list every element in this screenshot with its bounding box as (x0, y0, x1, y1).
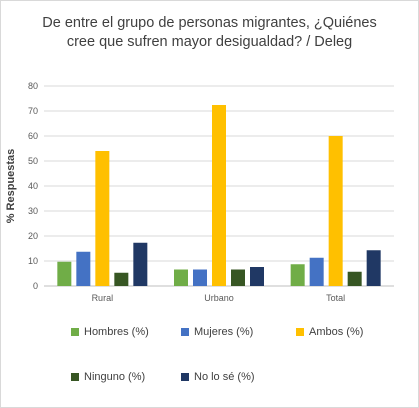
legend-label: Hombres (%) (84, 326, 149, 338)
y-tick-label: 20 (28, 231, 38, 241)
bar-urbano-1 (174, 269, 188, 286)
y-axis-label: % Respuestas (5, 149, 17, 224)
chart-title-line-1: De entre el grupo de personas migrantes,… (42, 15, 377, 31)
bar-rural-1 (57, 261, 72, 286)
chart-title-line-2: cree que sufren mayor desigualdad? / Del… (66, 34, 353, 50)
legend-label: Mujeres (%) (194, 326, 254, 338)
legend-swatch (71, 328, 79, 336)
legend-swatch (181, 328, 189, 336)
legend-item: Ninguno (%) (71, 371, 145, 383)
legend-item: Mujeres (%) (181, 326, 253, 338)
x-tick-label: Urbano (204, 293, 234, 303)
chart-title: De entre el grupo de personas migrantes,… (0, 14, 419, 52)
bar-total-1 (290, 264, 305, 286)
y-tick-label: 30 (28, 206, 38, 216)
x-tick-label: Total (326, 293, 345, 303)
bar-rural-4 (114, 272, 129, 286)
legend-item: Ambos (%) (296, 326, 363, 338)
legend-label: Ninguno (%) (84, 371, 146, 383)
y-tick-label: 50 (28, 156, 38, 166)
bar-rural-3 (95, 151, 110, 286)
legend-item: No lo sé (%) (181, 371, 255, 383)
bar-urbano-5 (250, 267, 264, 286)
bar-total-4 (347, 271, 362, 286)
y-tick-label: 10 (28, 256, 38, 266)
y-tick-label: 40 (28, 181, 38, 191)
legend-label: No lo sé (%) (194, 371, 255, 383)
y-tick-label: 70 (28, 106, 38, 116)
bar-rural-5 (133, 242, 148, 286)
bar-total-5 (366, 250, 381, 286)
legend-swatch (181, 373, 189, 381)
legend-item: Hombres (%) (71, 326, 149, 338)
legend-swatch (296, 328, 304, 336)
bar-urbano-4 (231, 269, 245, 286)
y-tick-label: 60 (28, 131, 38, 141)
y-tick-label: 80 (28, 81, 38, 91)
legend-label: Ambos (%) (309, 326, 364, 338)
bar-total-2 (309, 257, 324, 286)
bar-urbano-2 (193, 269, 207, 286)
x-tick-label: Rural (92, 293, 114, 303)
bar-urbano-3 (212, 105, 226, 286)
bar-rural-2 (76, 251, 91, 286)
legend-swatch (71, 373, 79, 381)
y-tick-label: 0 (33, 281, 38, 291)
bar-total-3 (328, 136, 343, 286)
